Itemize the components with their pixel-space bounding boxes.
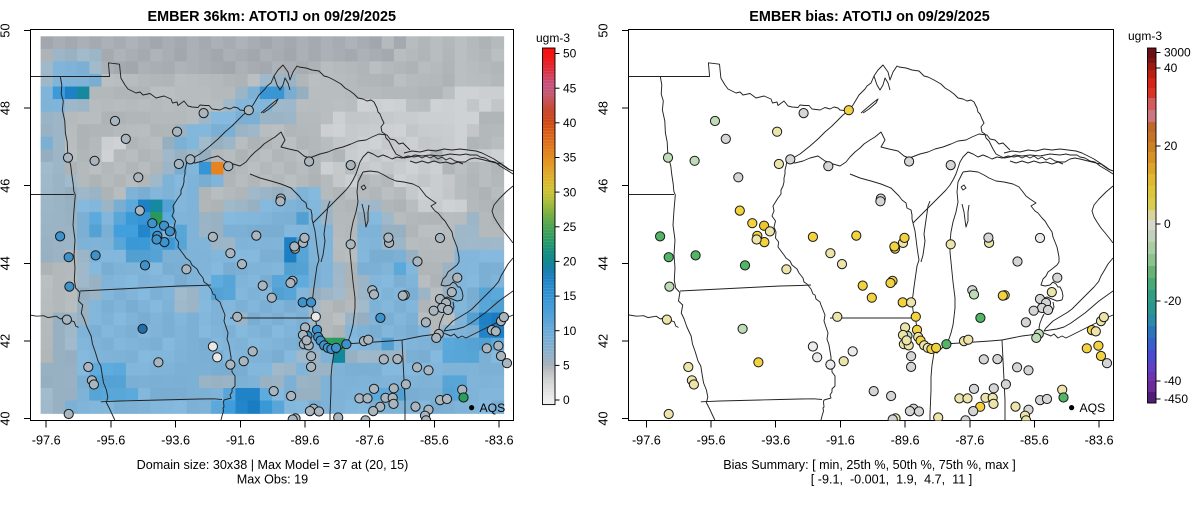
svg-text:45: 45: [563, 81, 577, 95]
svg-text:-97.6: -97.6: [632, 434, 661, 448]
svg-text:-91.6: -91.6: [226, 434, 255, 448]
svg-text:-91.6: -91.6: [826, 434, 855, 448]
svg-text:Domain size: 30x38 | Max Model: Domain size: 30x38 | Max Model = 37 at (…: [137, 458, 409, 472]
svg-text:-95.6: -95.6: [96, 434, 125, 448]
svg-text:35: 35: [563, 151, 577, 165]
svg-text:Bias Summary: [ min, 25th %, 5: Bias Summary: [ min, 25th %, 50th %, 75t…: [723, 458, 1016, 472]
svg-text:42: 42: [597, 334, 611, 348]
svg-text:48: 48: [597, 101, 611, 115]
svg-text:20: 20: [563, 255, 577, 269]
svg-text:-20: -20: [1164, 294, 1182, 308]
svg-text:Max Obs: 19: Max Obs: 19: [237, 473, 308, 487]
svg-text:46: 46: [0, 179, 13, 193]
svg-text:40: 40: [597, 411, 611, 425]
svg-text:40: 40: [563, 116, 577, 130]
svg-text:-40: -40: [1164, 374, 1182, 388]
svg-text:44: 44: [0, 256, 13, 270]
svg-text:44: 44: [597, 256, 611, 270]
svg-text:ugm-3: ugm-3: [1128, 29, 1162, 43]
svg-text:-95.6: -95.6: [697, 434, 726, 448]
svg-text:[ -9.1, -0.001, 1.9, 4.7,: [ -9.1, -0.001, 1.9, 4.7, 11 ]: [811, 473, 972, 487]
svg-text:5: 5: [563, 359, 570, 373]
svg-text:30: 30: [563, 185, 577, 199]
svg-text:-83.6: -83.6: [485, 434, 514, 448]
svg-text:20: 20: [1164, 139, 1178, 153]
svg-text:50: 50: [563, 47, 577, 61]
svg-text:-87.6: -87.6: [355, 434, 384, 448]
svg-text:3000: 3000: [1164, 46, 1191, 60]
svg-text:-85.6: -85.6: [1020, 434, 1049, 448]
svg-text:-89.6: -89.6: [291, 434, 320, 448]
svg-text:-87.6: -87.6: [955, 434, 984, 448]
svg-text:-93.6: -93.6: [161, 434, 190, 448]
svg-text:ugm-3: ugm-3: [536, 31, 570, 45]
svg-text:-450: -450: [1164, 392, 1188, 406]
svg-text:15: 15: [563, 289, 577, 303]
svg-text:AQS: AQS: [1080, 401, 1106, 415]
svg-text:10: 10: [563, 324, 577, 338]
svg-text:42: 42: [0, 334, 13, 348]
svg-text:50: 50: [0, 23, 13, 37]
svg-text:EMBER bias: ATOTIJ on 09/29/20: EMBER bias: ATOTIJ on 09/29/2025: [749, 9, 989, 25]
svg-text:AQS: AQS: [480, 401, 506, 415]
svg-text:40: 40: [0, 411, 13, 425]
svg-text:-85.6: -85.6: [420, 434, 449, 448]
svg-text:-89.6: -89.6: [891, 434, 920, 448]
svg-text:25: 25: [563, 220, 577, 234]
svg-text:46: 46: [597, 179, 611, 193]
svg-text:40: 40: [1164, 61, 1178, 75]
svg-text:0: 0: [1164, 217, 1171, 231]
svg-text:48: 48: [0, 101, 13, 115]
svg-text:-97.6: -97.6: [32, 434, 61, 448]
svg-text:0: 0: [563, 393, 570, 407]
svg-text:50: 50: [597, 23, 611, 37]
svg-text:-93.6: -93.6: [761, 434, 790, 448]
svg-text:EMBER 36km: ATOTIJ on 09/29/20: EMBER 36km: ATOTIJ on 09/29/2025: [148, 9, 396, 25]
svg-text:-83.6: -83.6: [1085, 434, 1114, 448]
